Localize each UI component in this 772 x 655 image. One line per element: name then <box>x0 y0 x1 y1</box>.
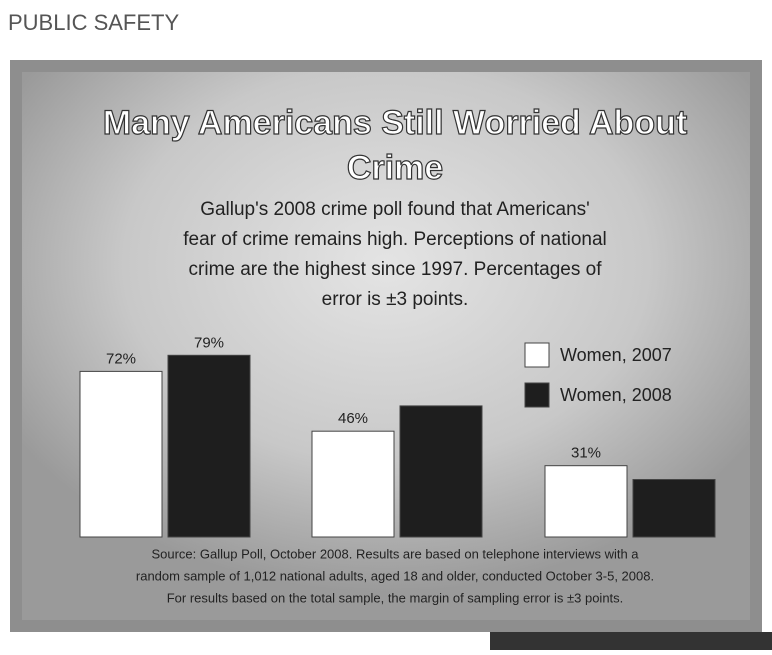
footnote: For results based on the total sample, t… <box>167 590 624 605</box>
value-label: 79% <box>194 334 224 351</box>
chart-title: Crime <box>347 149 443 187</box>
subtitle: fear of crime remains high. Perceptions … <box>183 229 607 250</box>
footnote: random sample of 1,012 national adults, … <box>136 568 654 583</box>
legend-label: Women, 2008 <box>560 385 672 405</box>
bottom-strip <box>490 632 772 650</box>
footnote: Source: Gallup Poll, October 2008. Resul… <box>151 546 639 561</box>
bar <box>79 370 163 538</box>
section-label: PUBLIC SAFETY <box>8 10 179 35</box>
legend-swatch <box>524 342 550 368</box>
subtitle: error is ±3 points. <box>322 289 469 310</box>
subtitle: crime are the highest since 1997. Percen… <box>189 259 603 280</box>
bar <box>399 405 483 538</box>
value-label: 46% <box>338 410 368 427</box>
subtitle: Gallup's 2008 crime poll found that Amer… <box>200 199 590 220</box>
value-label: 31% <box>571 445 601 462</box>
bar <box>167 354 251 538</box>
chart-title: Many Americans Still Worried About <box>103 104 687 142</box>
bar <box>632 479 716 538</box>
bar <box>544 465 628 538</box>
bar <box>311 430 395 538</box>
value-label: 72% <box>106 350 136 367</box>
legend-swatch <box>524 382 550 408</box>
legend-label: Women, 2007 <box>560 345 672 365</box>
